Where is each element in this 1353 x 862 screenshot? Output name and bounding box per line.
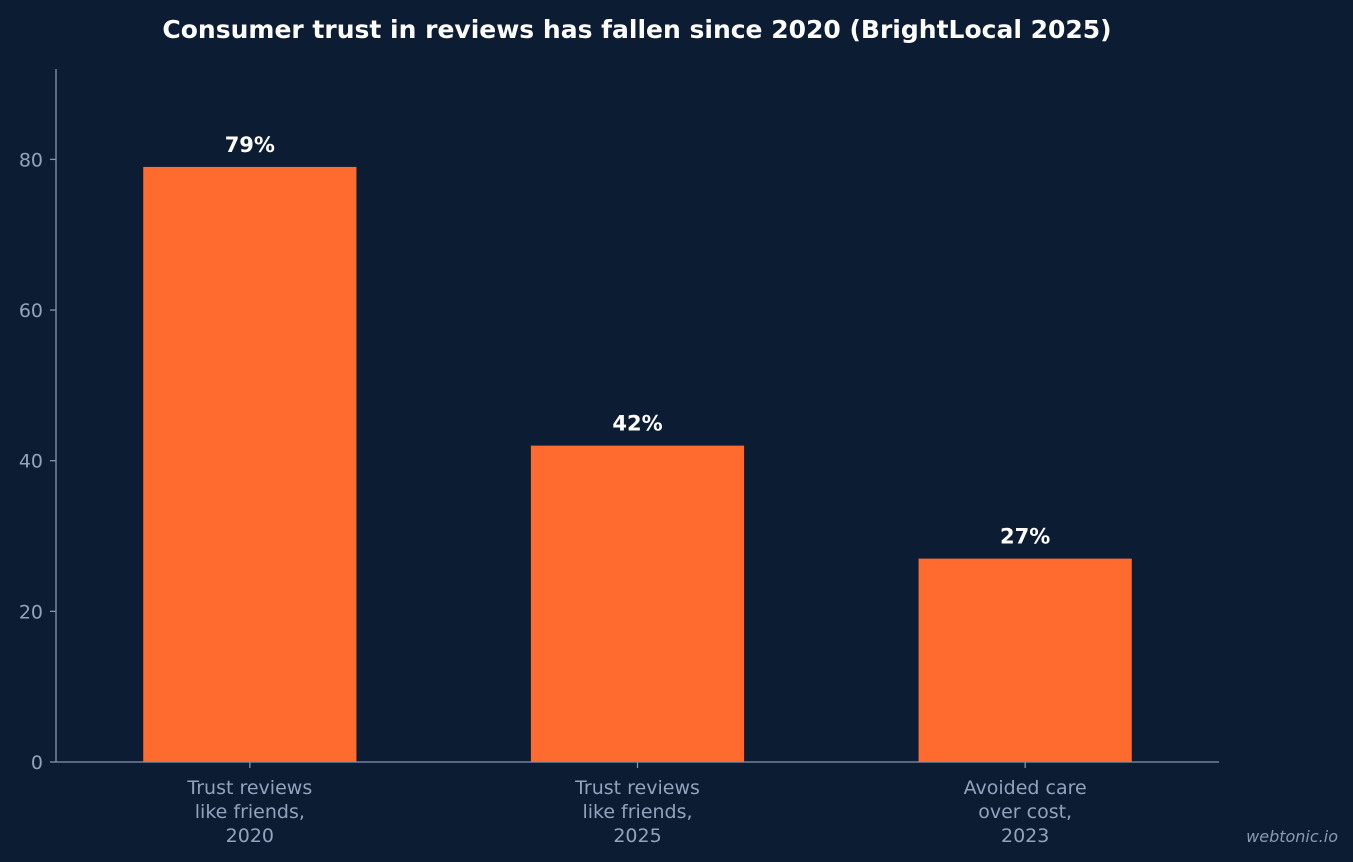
x-category-label-line: Trust reviews	[186, 777, 312, 799]
x-category-label-line: Trust reviews	[574, 777, 700, 799]
y-tick-label: 20	[19, 601, 43, 623]
bar-value-label: 42%	[612, 412, 662, 436]
bar	[918, 558, 1132, 762]
x-category-label: Trust reviews like friends, 2020	[186, 777, 312, 847]
x-category-label-line: Avoided care	[964, 777, 1087, 799]
y-tick-label: 60	[19, 300, 43, 322]
x-category-label-line: 2025	[613, 825, 661, 847]
x-category-label-line: over cost,	[978, 801, 1072, 823]
chart-title: Consumer trust in reviews has fallen sin…	[162, 15, 1111, 44]
watermark-text: webtonic.io	[1246, 827, 1338, 846]
bar-value-label: 79%	[225, 133, 275, 157]
y-tick-label: 0	[31, 752, 43, 774]
bars	[143, 166, 1132, 762]
x-category-label-line: like friends,	[582, 801, 692, 823]
x-category-label-line: 2023	[1001, 825, 1049, 847]
bar-value-label: 27%	[1000, 525, 1050, 549]
y-tick-label: 80	[19, 149, 43, 171]
y-tick-label: 40	[19, 451, 43, 473]
x-category-label: Avoided care over cost, 2023	[964, 777, 1087, 847]
bar	[530, 445, 745, 762]
labels: 79%Trust reviews like friends, 202042%Trus…	[186, 133, 1086, 847]
x-category-label-line: 2020	[226, 825, 274, 847]
x-category-label-line: like friends,	[195, 801, 305, 823]
x-category-label: Trust reviews like friends, 2025	[574, 777, 700, 847]
bar	[143, 166, 357, 762]
